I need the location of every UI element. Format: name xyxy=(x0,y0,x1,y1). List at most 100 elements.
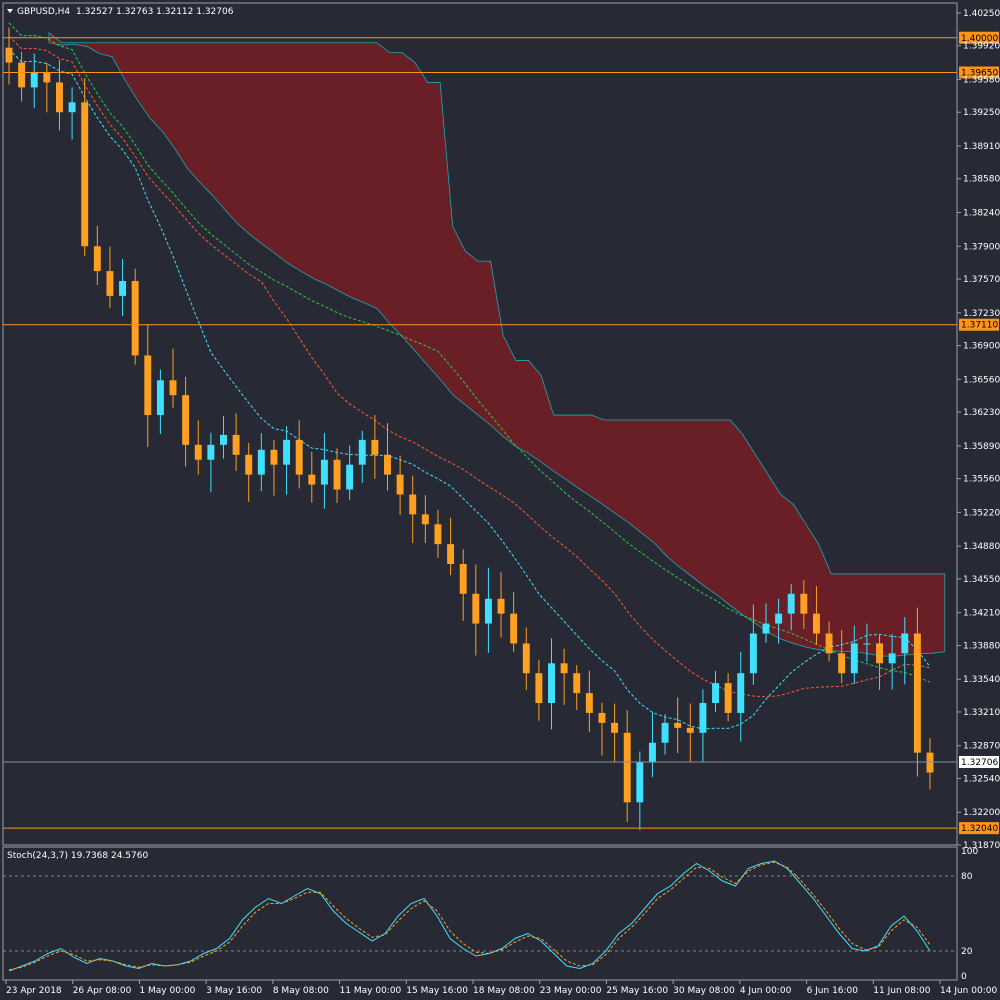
candle-body xyxy=(182,395,190,445)
candle-body xyxy=(346,464,354,490)
candle-body xyxy=(497,598,505,614)
candle-body xyxy=(573,673,581,694)
candle-body xyxy=(55,82,63,113)
candle-body xyxy=(459,564,467,594)
candle-body xyxy=(661,722,669,743)
candle-body xyxy=(30,72,38,88)
candle-body xyxy=(787,593,795,614)
candle-body xyxy=(295,439,303,475)
candle-body xyxy=(737,673,745,713)
symbol-title: GBPUSD,H4 xyxy=(17,7,70,17)
candle-body xyxy=(522,643,530,674)
stochastic-title: Stoch(24,3,7) 19.7368 24.5760 xyxy=(7,851,148,861)
price-tick-label: 1.39250 xyxy=(963,108,1000,118)
price-tick-label: 1.34880 xyxy=(963,542,1000,552)
price-tick-label: 1.39580 xyxy=(963,75,1000,85)
candle-body xyxy=(585,693,593,713)
time-tick-label: 14 Jun 00:00 xyxy=(940,986,997,996)
candle-body xyxy=(220,434,227,445)
price-tick-label: 1.38580 xyxy=(963,175,1000,185)
moving-averages xyxy=(8,22,931,730)
candle-body xyxy=(447,544,455,565)
candle-body xyxy=(749,633,757,674)
price-tick-label: 1.34210 xyxy=(963,609,1000,619)
candle-body xyxy=(194,444,202,460)
candle-body xyxy=(648,742,656,763)
time-tick-label: 26 Apr 08:00 xyxy=(73,986,132,996)
time-tick-label: 8 May 08:00 xyxy=(273,986,329,996)
candle-body xyxy=(169,380,177,396)
candle-body xyxy=(358,439,366,465)
dropdown-triangle-icon[interactable] xyxy=(7,9,13,13)
candle-body xyxy=(510,613,518,644)
candle-body xyxy=(636,762,644,803)
candle-body xyxy=(156,380,164,416)
current-price-label: 1.32706 xyxy=(961,758,998,768)
candle-body xyxy=(876,643,884,664)
current-price-tag xyxy=(959,755,999,768)
candle-body xyxy=(825,633,833,654)
candle-body xyxy=(674,722,682,728)
price-level-label: 1.37110 xyxy=(961,321,998,331)
stochastic-tick-label: 100 xyxy=(961,847,978,857)
price-tick-label: 1.36900 xyxy=(963,342,1000,352)
candle-body xyxy=(548,663,555,704)
price-tick-label: 1.37570 xyxy=(963,275,1000,285)
candle-body xyxy=(81,102,89,247)
price-tick-label: 1.38240 xyxy=(963,209,1000,219)
price-tick-label: 1.36230 xyxy=(963,408,1000,418)
candle-body xyxy=(812,613,820,634)
candle-body xyxy=(232,434,240,455)
price-tick-label: 1.32200 xyxy=(963,808,1000,818)
price-tick-label: 1.33210 xyxy=(963,708,1000,718)
time-tick-label: 1 May 00:00 xyxy=(139,986,195,996)
time-tick-label: 30 May 08:00 xyxy=(673,986,735,996)
candle-body xyxy=(371,439,379,455)
moving-average-line xyxy=(8,22,931,683)
candle-body xyxy=(5,47,13,63)
moving-average-line xyxy=(8,48,931,730)
candle-body xyxy=(434,524,442,545)
candle-body xyxy=(384,454,391,475)
price-level-label: 1.39650 xyxy=(961,69,998,79)
time-tick-label: 6 Jun 16:00 xyxy=(807,986,859,996)
candle-body xyxy=(863,643,871,645)
time-tick-label: 23 Apr 2018 xyxy=(6,986,62,996)
candle-body xyxy=(850,643,858,674)
candle-body xyxy=(838,653,846,674)
stochastic-lines: 100 80 20 0 xyxy=(3,847,978,982)
time-tick-label: 11 May 00:00 xyxy=(340,986,402,996)
candle-body xyxy=(472,593,480,624)
time-tick-label: 23 May 00:00 xyxy=(540,986,602,996)
price-tick-label: 1.38910 xyxy=(963,142,1000,152)
price-tick-label: 1.39920 xyxy=(963,42,1000,52)
candle-body xyxy=(901,633,909,654)
candle-body xyxy=(245,454,253,475)
candle-body xyxy=(775,613,783,624)
price-pane[interactable] xyxy=(2,2,958,846)
price-axis: 1.40250 1.39920 1.39580 1.39250 1.38910 1.385… xyxy=(957,9,1000,851)
candle-body xyxy=(762,623,770,634)
price-tick-label: 1.33880 xyxy=(963,641,1000,651)
time-axis: 23 Apr 2018 26 Apr 08:00 1 May 00:00 3 May … xyxy=(5,980,997,996)
stochastic-pane[interactable] xyxy=(2,846,958,981)
time-tick-label: 3 May 16:00 xyxy=(206,986,262,996)
price-tick-label: 1.36560 xyxy=(963,375,1000,385)
time-tick-label: 18 May 08:00 xyxy=(473,986,535,996)
stochastic-line xyxy=(8,861,931,971)
candle-body xyxy=(535,673,543,704)
candle-body xyxy=(68,102,76,113)
cloud-area xyxy=(48,31,946,657)
candle-body xyxy=(283,439,291,465)
candle-body xyxy=(800,593,808,614)
price-tick-label: 1.35560 xyxy=(963,475,1000,485)
candle-body xyxy=(119,281,127,296)
candle-body xyxy=(144,355,152,416)
price-level-tag xyxy=(959,822,999,835)
price-level-label: 1.40000 xyxy=(961,34,998,44)
candle-body xyxy=(131,281,139,356)
candle-body xyxy=(484,598,492,624)
candle-body xyxy=(333,459,341,490)
candle-body xyxy=(207,444,215,460)
